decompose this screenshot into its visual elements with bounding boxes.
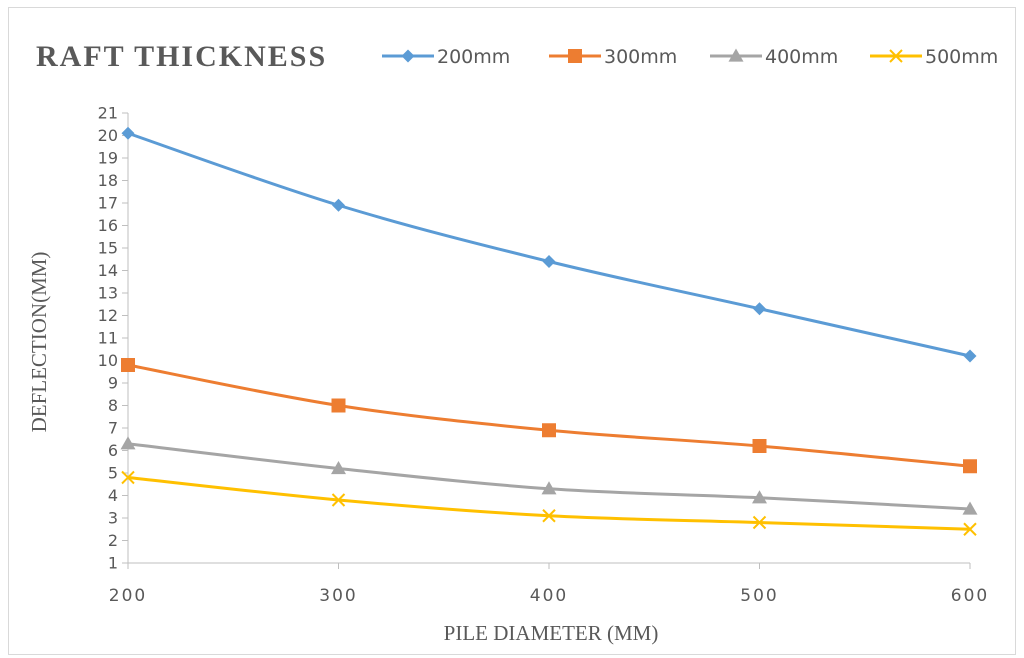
data-point (121, 126, 135, 140)
data-point (963, 349, 977, 363)
legend-item-400mm: 400mm (710, 46, 838, 68)
chart-title: RAFT THICKNESS (36, 40, 327, 73)
y-tick-label: 16 (98, 216, 118, 235)
x-tick-label: 600 (951, 586, 989, 606)
legend-label: 400mm (765, 46, 838, 68)
data-point (331, 493, 346, 507)
y-axis-title: DEFLECTION(MM) (27, 252, 51, 433)
y-tick-label: 10 (98, 351, 118, 370)
legend-label: 500mm (925, 46, 998, 68)
data-point (541, 481, 557, 495)
y-tick-label: 1 (108, 554, 118, 573)
y-tick-label: 15 (98, 239, 118, 258)
y-tick-label: 4 (108, 486, 118, 505)
y-tick-label: 17 (98, 194, 118, 213)
series-300mm (121, 358, 977, 474)
y-tick-label: 21 (98, 104, 118, 123)
series-line (126, 131, 972, 358)
x-tick-label: 200 (109, 586, 147, 606)
y-tick-label: 6 (108, 441, 118, 460)
data-point (542, 423, 556, 438)
y-tick-label: 9 (108, 374, 118, 393)
data-point (121, 358, 135, 372)
data-point (752, 515, 767, 530)
y-tick-label: 11 (98, 329, 118, 348)
y-tick-label: 8 (108, 396, 118, 415)
y-tick-label: 18 (98, 171, 118, 190)
series-400mm (120, 436, 978, 515)
data-point (752, 439, 767, 453)
legend-swatch-marker (568, 49, 582, 63)
data-point (963, 459, 977, 474)
legend-swatch-marker (889, 49, 903, 63)
x-tick-label: 300 (319, 586, 357, 606)
data-point (542, 509, 556, 523)
legend-label: 200mm (437, 46, 510, 68)
y-tick-label: 3 (108, 509, 118, 528)
legend-item-200mm: 200mm (382, 46, 510, 68)
y-tick-label: 5 (108, 464, 118, 483)
legend-item-300mm: 300mm (549, 46, 677, 68)
y-tick-label: 13 (98, 284, 118, 303)
series-200mm (121, 126, 977, 363)
data-point (963, 522, 977, 536)
data-point (962, 501, 978, 515)
legend-swatch-marker (401, 49, 415, 63)
x-tick-label: 400 (530, 586, 568, 606)
data-point (120, 436, 136, 450)
data-point (331, 461, 346, 475)
data-point (331, 398, 346, 413)
legend-swatch-marker (728, 48, 744, 62)
legend-label: 300mm (604, 46, 677, 68)
series-line (126, 363, 972, 468)
series-500mm (121, 470, 977, 536)
x-axis-title: PILE DIAMETER (MM) (444, 621, 659, 645)
data-point (542, 255, 556, 268)
data-point (752, 490, 767, 504)
y-tick-label: 14 (98, 261, 118, 280)
y-tick-label: 2 (108, 531, 118, 550)
data-point (332, 198, 345, 212)
y-tick-label: 12 (98, 306, 118, 325)
y-tick-label: 20 (98, 126, 118, 145)
y-tick-label: 7 (108, 419, 118, 438)
legend-item-500mm: 500mm (870, 46, 998, 68)
y-tick-label: 19 (98, 149, 118, 168)
series-group (120, 126, 978, 536)
legend: 200mm 300mm 400mm 500mm (382, 46, 998, 68)
data-point (753, 302, 766, 316)
chart-frame (8, 7, 1016, 655)
x-tick-label: 500 (740, 586, 778, 606)
data-point (121, 470, 135, 485)
